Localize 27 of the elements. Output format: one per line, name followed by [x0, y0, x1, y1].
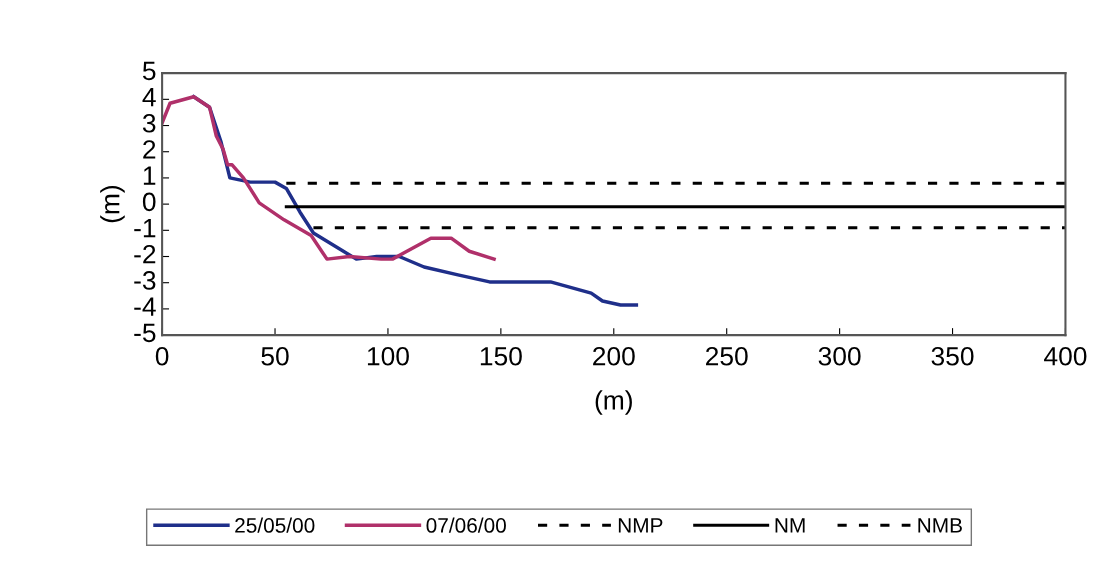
legend-label: NM — [775, 518, 805, 533]
y-tick-label: -2 — [134, 244, 156, 264]
y-tick-label: -3 — [134, 271, 156, 290]
x-tick-label: 50 — [261, 346, 289, 366]
x-tick-label: 250 — [706, 346, 748, 366]
x-axis-title: (m) — [595, 390, 632, 415]
y-axis-title: (m) — [100, 185, 125, 223]
y-tick-label: 4 — [142, 88, 156, 107]
x-tick-label: 200 — [593, 346, 635, 366]
y-tick-label: 5 — [142, 61, 156, 81]
legend-label: 25/05/00 — [235, 517, 315, 533]
legend-label: NMB — [918, 518, 962, 533]
y-tick-label: 3 — [142, 113, 156, 133]
y-tick-label: -5 — [134, 323, 156, 343]
legend-label: NMP — [618, 518, 663, 533]
y-tick-label: -4 — [134, 297, 156, 316]
line-series — [162, 94, 496, 261]
legend-label: 07/06/00 — [426, 517, 506, 533]
x-tick-label: 150 — [480, 346, 522, 366]
y-tick-label: 2 — [143, 140, 156, 159]
x-tick-label: 400 — [1044, 346, 1087, 366]
x-tick-label: 350 — [931, 346, 974, 366]
x-tick-label: 300 — [818, 346, 861, 366]
y-tick-label: 0 — [142, 192, 156, 212]
y-tick-label: -1 — [134, 218, 156, 238]
x-tick-label: 100 — [367, 346, 409, 366]
y-tick-label: 1 — [143, 166, 156, 185]
